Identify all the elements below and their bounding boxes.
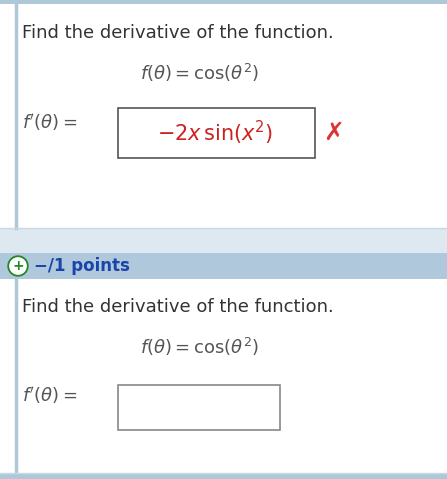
Text: $f(\theta) = \cos(\theta^2)$: $f(\theta) = \cos(\theta^2)$ <box>140 336 259 358</box>
Text: ✗: ✗ <box>323 121 344 145</box>
Bar <box>0 473 447 479</box>
Text: $f'(\theta) =$: $f'(\theta) =$ <box>22 385 77 406</box>
Text: Find the derivative of the function.: Find the derivative of the function. <box>22 298 334 316</box>
Bar <box>0 228 447 253</box>
Text: $f(\theta) = \cos(\theta^2)$: $f(\theta) = \cos(\theta^2)$ <box>140 62 259 84</box>
Text: $f'(\theta) =$: $f'(\theta) =$ <box>22 112 77 133</box>
Text: Find the derivative of the function.: Find the derivative of the function. <box>22 24 334 42</box>
Text: $-2x\,\sin\!\left(x^2\right)$: $-2x\,\sin\!\left(x^2\right)$ <box>157 119 273 147</box>
Bar <box>118 385 280 430</box>
Text: −/1 points: −/1 points <box>34 257 130 275</box>
Bar <box>0 0 447 4</box>
Bar <box>0 279 447 473</box>
Bar <box>118 108 315 158</box>
Bar <box>0 253 447 279</box>
Text: +: + <box>12 259 24 273</box>
Bar <box>0 4 447 228</box>
